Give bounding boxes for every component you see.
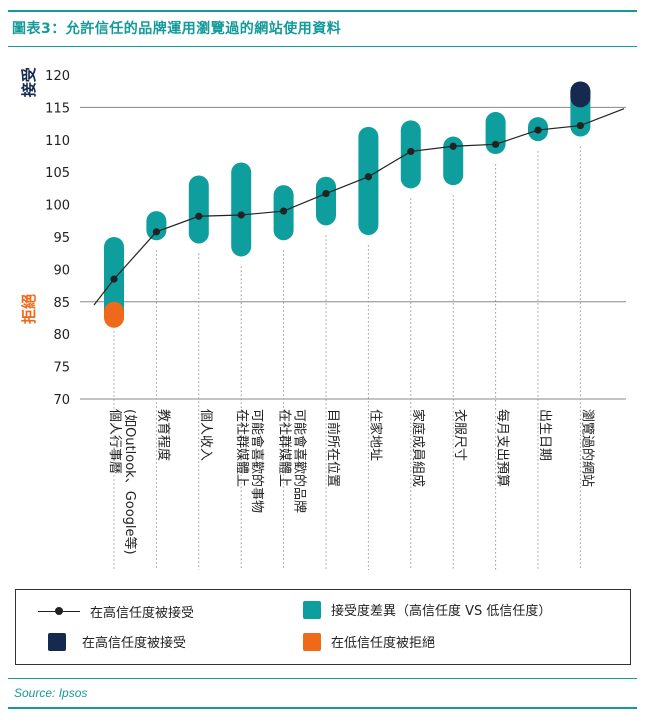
range-bar <box>485 111 506 155</box>
category-label-line2: 可能會喜歡的品牌 <box>292 409 308 513</box>
data-point <box>576 121 585 130</box>
bottom-rule <box>8 678 637 679</box>
bottom-rule <box>8 707 637 709</box>
data-point <box>110 275 118 283</box>
legend-label: 在高信任度被接受 <box>82 636 187 651</box>
y-tick-label: 70 <box>53 393 70 408</box>
range-bar <box>231 162 252 257</box>
chart-title: 圖表3：允許信任的品牌運用瀏覽過的網站使用資料 <box>12 21 342 37</box>
range-bar <box>146 211 167 241</box>
data-point <box>364 173 372 181</box>
y-tick-label: 75 <box>53 361 70 376</box>
y-tick-label: 115 <box>45 101 70 116</box>
top-rule <box>8 10 637 12</box>
data-point <box>152 228 160 236</box>
accept-bar <box>570 81 591 108</box>
category-label: 家庭成員組成 <box>410 409 426 487</box>
legend: 在高信任度被接受 接受度差異（高信任度 VS 低信任度） 在高信任度被接受 在低… <box>15 589 631 665</box>
orange-swatch-icon <box>303 632 321 651</box>
trend-line-icon <box>38 607 80 615</box>
legend-item-trend: 在高信任度被接受 <box>38 602 194 621</box>
range-bar <box>358 126 379 236</box>
range-bar <box>188 175 209 244</box>
y-tick-label: 100 <box>45 199 70 214</box>
title-rule <box>8 46 637 47</box>
category-label: 每月支出預算 <box>495 409 511 487</box>
legend-item-reject: 在低信任度被拒絕 <box>303 632 435 651</box>
y-tick-label: 105 <box>45 166 70 181</box>
category-label: 出生日期 <box>537 409 552 461</box>
y-tick-label: 95 <box>53 231 70 246</box>
data-point <box>534 126 542 134</box>
category-label: 瀏覽過的網站 <box>579 409 595 487</box>
legend-item-accept: 在高信任度被接受 <box>48 632 186 651</box>
range-bar <box>316 176 336 226</box>
legend-item-range: 接受度差異（高信任度 VS 低信任度） <box>303 600 551 619</box>
y-label-reject: 拒絕 <box>20 294 38 324</box>
category-label: 目前所在位置 <box>325 409 341 487</box>
y-tick-label: 85 <box>53 296 70 311</box>
category-label: 教育程度 <box>155 409 171 461</box>
category-label: 在社群媒體上 <box>234 409 250 487</box>
category-label-line2: (如Outlook、Google等) <box>122 409 138 555</box>
data-point <box>407 147 415 156</box>
y-tick-label: 90 <box>53 263 70 278</box>
category-label: 衣服尺寸 <box>452 409 468 461</box>
category-label: 住家地址 <box>367 409 383 461</box>
y-label-accept: 接受 <box>20 67 38 97</box>
legend-label: 在低信任度被拒絕 <box>331 636 436 651</box>
category-label: 個人收入 <box>198 409 213 461</box>
data-point <box>449 142 457 150</box>
trend-line <box>93 108 625 306</box>
range-bar <box>443 136 464 186</box>
category-label: 在社群媒體上 <box>277 409 293 487</box>
data-point <box>237 211 245 219</box>
legend-label: 在高信任度被接受 <box>90 606 195 621</box>
category-label: 個人行事曆 <box>107 409 122 474</box>
data-point <box>322 189 330 198</box>
reject-bar <box>104 301 124 328</box>
legend-label: 接受度差異（高信任度 VS 低信任度） <box>331 604 552 619</box>
y-tick-label: 110 <box>45 134 70 149</box>
data-point <box>280 207 288 215</box>
data-point <box>195 212 203 220</box>
navy-swatch-icon <box>48 632 66 651</box>
source-note: Source: Ipsos <box>14 686 88 700</box>
teal-swatch-icon <box>303 600 321 619</box>
category-label-line2: 可能會喜歡的事物 <box>249 409 265 513</box>
y-tick-label: 80 <box>53 328 70 343</box>
y-tick-label: 120 <box>45 69 70 84</box>
data-point <box>492 140 500 148</box>
